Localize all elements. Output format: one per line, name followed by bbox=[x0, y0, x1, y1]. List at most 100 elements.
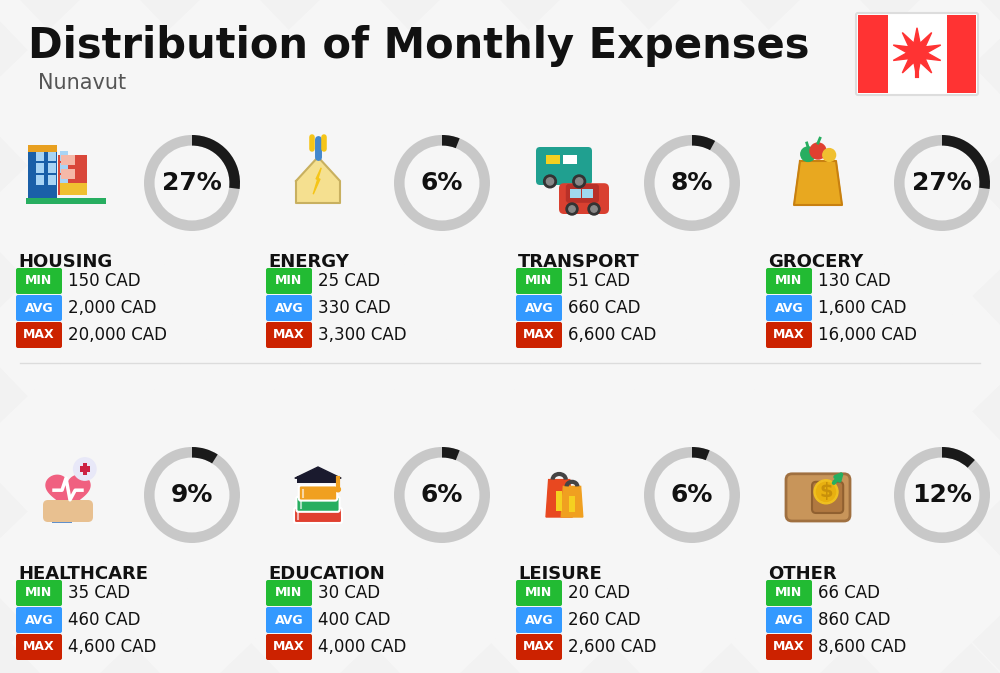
Text: 30 CAD: 30 CAD bbox=[318, 584, 380, 602]
Polygon shape bbox=[296, 157, 340, 203]
Text: Nunavut: Nunavut bbox=[38, 73, 126, 93]
FancyBboxPatch shape bbox=[266, 634, 312, 660]
Text: MAX: MAX bbox=[23, 328, 55, 341]
FancyBboxPatch shape bbox=[536, 147, 592, 185]
Text: MAX: MAX bbox=[773, 328, 805, 341]
Text: 1,600 CAD: 1,600 CAD bbox=[818, 299, 906, 317]
Text: AVG: AVG bbox=[525, 614, 553, 627]
Wedge shape bbox=[442, 135, 460, 148]
Text: MIN: MIN bbox=[275, 586, 303, 600]
Circle shape bbox=[810, 143, 826, 159]
Bar bbox=[58, 155, 87, 195]
Bar bbox=[48, 151, 56, 161]
Text: 20 CAD: 20 CAD bbox=[568, 584, 630, 602]
Circle shape bbox=[576, 178, 583, 185]
Bar bbox=[946, 15, 976, 93]
Bar bbox=[28, 145, 57, 152]
Text: AVG: AVG bbox=[775, 614, 803, 627]
FancyBboxPatch shape bbox=[766, 634, 812, 660]
Circle shape bbox=[801, 147, 815, 162]
Bar bbox=[60, 175, 68, 185]
Text: 860 CAD: 860 CAD bbox=[818, 611, 891, 629]
Bar bbox=[60, 163, 68, 173]
Text: 35 CAD: 35 CAD bbox=[68, 584, 130, 602]
Circle shape bbox=[816, 482, 836, 501]
Text: MIN: MIN bbox=[275, 275, 303, 287]
FancyBboxPatch shape bbox=[16, 607, 62, 633]
Text: 6%: 6% bbox=[671, 483, 713, 507]
Bar bbox=[36, 175, 44, 185]
Text: AVG: AVG bbox=[25, 302, 53, 314]
FancyBboxPatch shape bbox=[266, 580, 312, 606]
Bar bbox=[79, 183, 87, 195]
Bar bbox=[52, 514, 72, 523]
Bar bbox=[570, 189, 581, 199]
Text: 8%: 8% bbox=[671, 171, 713, 195]
Wedge shape bbox=[942, 447, 975, 468]
FancyBboxPatch shape bbox=[786, 474, 850, 521]
Text: 20,000 CAD: 20,000 CAD bbox=[68, 326, 167, 344]
Text: 6%: 6% bbox=[421, 483, 463, 507]
Text: AVG: AVG bbox=[25, 614, 53, 627]
Text: HOUSING: HOUSING bbox=[18, 253, 112, 271]
Bar bbox=[74, 183, 82, 195]
Text: 2,000 CAD: 2,000 CAD bbox=[68, 299, 156, 317]
Bar bbox=[60, 183, 68, 195]
FancyBboxPatch shape bbox=[16, 634, 62, 660]
Text: MIN: MIN bbox=[25, 275, 53, 287]
Text: 130 CAD: 130 CAD bbox=[818, 272, 891, 290]
Text: 660 CAD: 660 CAD bbox=[568, 299, 640, 317]
Text: 460 CAD: 460 CAD bbox=[68, 611, 140, 629]
Wedge shape bbox=[942, 135, 990, 189]
Polygon shape bbox=[295, 467, 341, 479]
Text: MIN: MIN bbox=[525, 586, 553, 600]
Wedge shape bbox=[442, 447, 460, 460]
Bar bbox=[65, 183, 73, 195]
FancyBboxPatch shape bbox=[16, 322, 62, 348]
Wedge shape bbox=[644, 447, 740, 543]
Text: HEALTHCARE: HEALTHCARE bbox=[18, 565, 148, 583]
Bar bbox=[83, 464, 87, 474]
Text: LEISURE: LEISURE bbox=[518, 565, 602, 583]
Text: 51 CAD: 51 CAD bbox=[568, 272, 630, 290]
Bar bbox=[569, 495, 575, 512]
Wedge shape bbox=[394, 447, 490, 543]
Text: EDUCATION: EDUCATION bbox=[268, 565, 385, 583]
FancyBboxPatch shape bbox=[566, 184, 599, 203]
Wedge shape bbox=[692, 447, 710, 460]
Bar bbox=[67, 155, 75, 165]
Wedge shape bbox=[894, 135, 990, 231]
Bar bbox=[80, 466, 90, 472]
Text: 8,600 CAD: 8,600 CAD bbox=[818, 638, 906, 656]
FancyBboxPatch shape bbox=[299, 485, 337, 501]
Text: OTHER: OTHER bbox=[768, 565, 837, 583]
FancyBboxPatch shape bbox=[266, 268, 312, 294]
FancyBboxPatch shape bbox=[516, 268, 562, 294]
Text: 6%: 6% bbox=[421, 171, 463, 195]
FancyBboxPatch shape bbox=[516, 322, 562, 348]
Text: MIN: MIN bbox=[775, 586, 803, 600]
Text: 4,000 CAD: 4,000 CAD bbox=[318, 638, 406, 656]
Text: MIN: MIN bbox=[525, 275, 553, 287]
FancyBboxPatch shape bbox=[856, 13, 978, 95]
Bar bbox=[28, 147, 57, 203]
FancyBboxPatch shape bbox=[766, 607, 812, 633]
Text: 4,600 CAD: 4,600 CAD bbox=[68, 638, 156, 656]
FancyBboxPatch shape bbox=[16, 268, 62, 294]
Circle shape bbox=[544, 175, 556, 188]
Text: 16,000 CAD: 16,000 CAD bbox=[818, 326, 917, 344]
Bar bbox=[48, 163, 56, 173]
FancyBboxPatch shape bbox=[516, 580, 562, 606]
Polygon shape bbox=[893, 28, 941, 77]
Text: 2,600 CAD: 2,600 CAD bbox=[568, 638, 656, 656]
FancyBboxPatch shape bbox=[16, 580, 62, 606]
Text: TRANSPORT: TRANSPORT bbox=[518, 253, 640, 271]
Bar bbox=[60, 151, 68, 161]
Bar bbox=[48, 175, 56, 185]
Bar bbox=[556, 491, 562, 511]
Wedge shape bbox=[192, 447, 218, 464]
Text: AVG: AVG bbox=[525, 302, 553, 314]
Polygon shape bbox=[46, 475, 90, 511]
FancyBboxPatch shape bbox=[16, 295, 62, 321]
Circle shape bbox=[546, 178, 554, 185]
